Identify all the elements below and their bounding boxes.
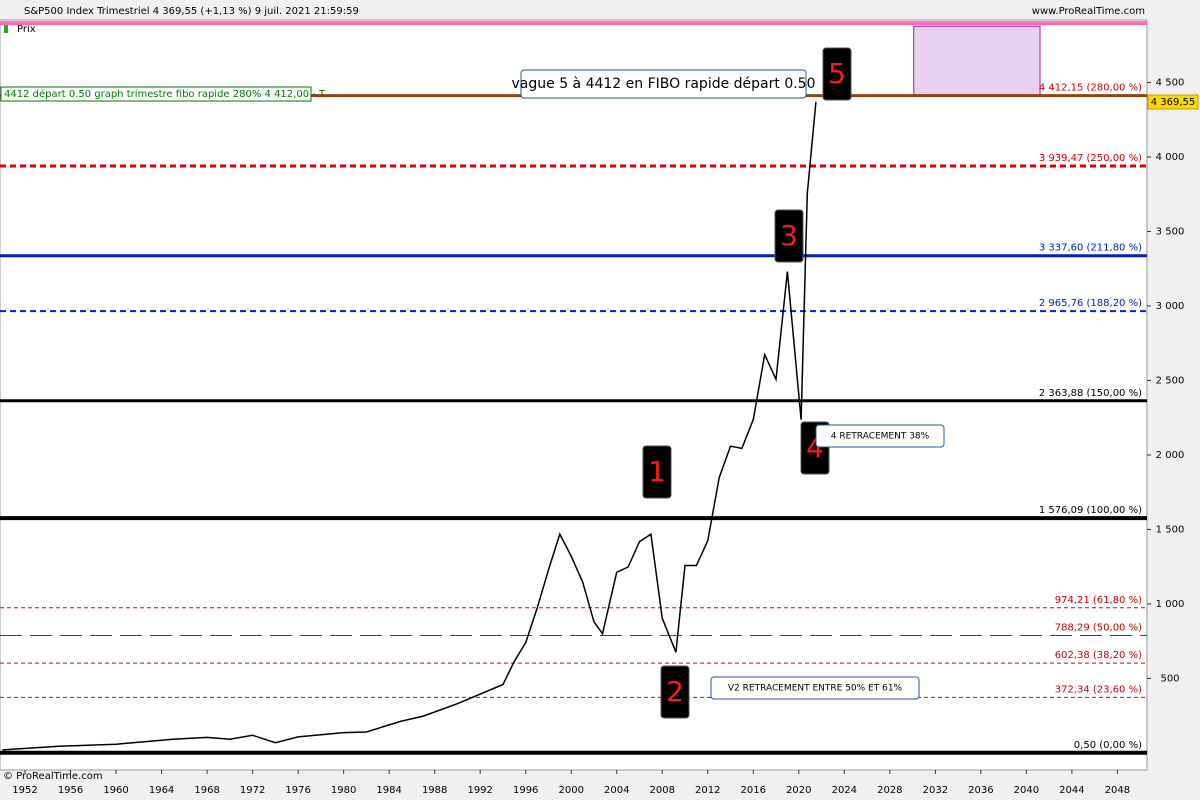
wave-label: 5 xyxy=(828,57,846,90)
x-tick-label: 1976 xyxy=(285,785,310,796)
x-tick-label: 2024 xyxy=(832,785,857,796)
x-tick-label: 1996 xyxy=(513,785,538,796)
last-price-box xyxy=(1147,94,1199,110)
last-price-label: 4 369,55 xyxy=(1151,97,1196,108)
wave-box xyxy=(774,209,804,263)
wave-box xyxy=(822,47,852,101)
y-tick-label: 4 000 xyxy=(1156,152,1185,163)
y-tick-label: 1 500 xyxy=(1156,524,1185,535)
x-tick-label: 2016 xyxy=(741,785,766,796)
x-tick-label: 1972 xyxy=(240,785,265,796)
note-label: V2 RETRACEMENT ENTRE 50% ET 61% xyxy=(728,684,903,694)
x-tick-label: 1992 xyxy=(467,785,492,796)
x-tick-label: 2040 xyxy=(1014,785,1039,796)
copyright: © ProRealTime.com xyxy=(3,771,103,782)
y-tick-label: 2 500 xyxy=(1156,375,1185,386)
x-tick-label: 2048 xyxy=(1105,785,1130,796)
y-tick-label: 500 xyxy=(1160,673,1179,684)
x-tick-label: 1952 xyxy=(12,785,37,796)
y-tick-label: 4 500 xyxy=(1156,78,1185,89)
note-box xyxy=(520,69,807,99)
fib-level-label: 1 576,09 (100,00 %) xyxy=(1039,505,1142,516)
x-tick-label: 1988 xyxy=(422,785,447,796)
x-tick-label: 1960 xyxy=(103,785,128,796)
note-label: 4 RETRACEMENT 38% xyxy=(831,432,930,442)
legend-label: Prix xyxy=(17,24,36,35)
plot-area xyxy=(0,19,1148,771)
fib-level-label: 2 965,76 (188,20 %) xyxy=(1039,298,1142,309)
note-label: vague 5 à 4412 en FIBO rapide départ 0.5… xyxy=(512,76,816,92)
legend-swatch xyxy=(4,24,8,33)
source: www.ProRealTime.com xyxy=(1032,6,1145,17)
x-tick-label: 1968 xyxy=(194,785,219,796)
chart-title: S&P500 Index Trimestriel 4 369,55 (+1,13… xyxy=(24,6,359,17)
wave-label: 1 xyxy=(648,455,666,488)
y-tick-label: 3 500 xyxy=(1156,227,1185,238)
x-tick-label: 2000 xyxy=(558,785,583,796)
x-tick-label: 2036 xyxy=(968,785,993,796)
x-tick-label: 2004 xyxy=(604,785,629,796)
fib-level-label: 3 939,47 (250,00 %) xyxy=(1039,153,1142,164)
note-box xyxy=(815,424,945,448)
x-tick-label: 1964 xyxy=(149,785,174,796)
fib-level-label: 974,21 (61,80 %) xyxy=(1055,595,1142,606)
order-label: 4412 départ 0.50 graph trimestre fibo ra… xyxy=(4,88,326,100)
x-tick-label: 2012 xyxy=(695,785,720,796)
y-tick-label: 3 000 xyxy=(1156,301,1185,312)
wave-label: 2 xyxy=(666,675,684,708)
x-tick-label: 2020 xyxy=(786,785,811,796)
note-box xyxy=(710,676,920,700)
fib-level-label: 602,38 (38,20 %) xyxy=(1055,650,1142,661)
x-tick-label: 1956 xyxy=(58,785,83,796)
x-tick-label: 2008 xyxy=(650,785,675,796)
fib-level-label: 788,29 (50,00 %) xyxy=(1055,622,1142,633)
fib-level-label: 4 412,15 (280,00 %) xyxy=(1039,83,1142,94)
fib-level-label: 0,50 (0,00 %) xyxy=(1074,740,1142,751)
x-tick-label: 1984 xyxy=(376,785,401,796)
y-tick-label: 1 000 xyxy=(1156,599,1185,610)
wave-label: 3 xyxy=(780,219,798,252)
fib-level-label: 372,34 (23,60 %) xyxy=(1055,684,1142,695)
order-box xyxy=(0,86,312,102)
fib-level-label: 3 337,60 (211,80 %) xyxy=(1039,243,1142,254)
x-tick-label: 2044 xyxy=(1059,785,1084,796)
target-zone xyxy=(913,25,1041,97)
fib-level-label: 2 363,88 (150,00 %) xyxy=(1039,388,1142,399)
x-tick-label: 1980 xyxy=(331,785,356,796)
wave-box xyxy=(642,445,672,499)
price-line xyxy=(2,101,817,751)
x-tick-label: 2028 xyxy=(877,785,902,796)
x-tick-label: 2032 xyxy=(923,785,948,796)
y-tick-label: 2 000 xyxy=(1156,450,1185,461)
wave-box xyxy=(660,665,690,719)
